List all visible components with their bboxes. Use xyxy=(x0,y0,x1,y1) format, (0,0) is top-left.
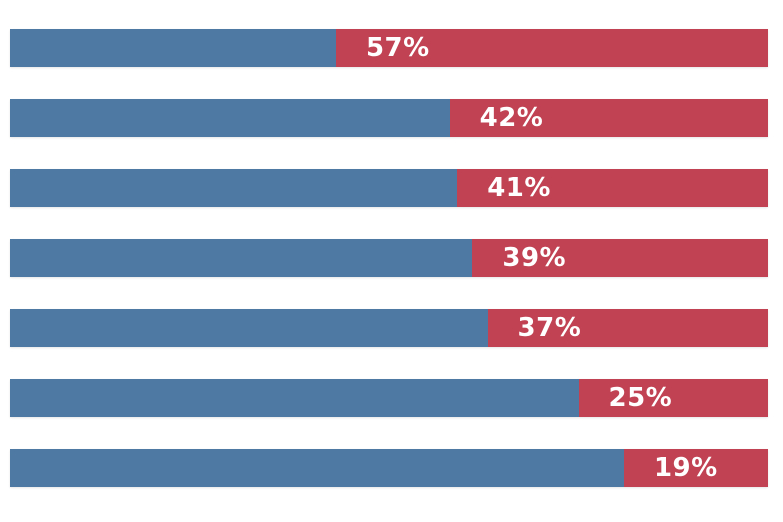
bar-value-label: 25% xyxy=(608,383,673,413)
left-bar-segment xyxy=(10,309,488,347)
bar-row: 39% xyxy=(10,239,768,277)
bar-row: 37% xyxy=(10,309,768,347)
bar-value-label: 42% xyxy=(479,103,544,133)
right-bar-segment: 41% xyxy=(457,169,768,207)
left-bar-segment xyxy=(10,379,579,417)
left-bar-segment xyxy=(10,449,624,487)
bar-value-label: 39% xyxy=(502,243,567,273)
bar-row: 57% xyxy=(10,29,768,67)
bar-row: 25% xyxy=(10,379,768,417)
bar-row: 41% xyxy=(10,169,768,207)
bar-value-label: 57% xyxy=(365,33,430,63)
right-bar-segment: 39% xyxy=(472,239,768,277)
bar-value-label: 41% xyxy=(487,173,551,203)
right-bar-segment: 57% xyxy=(335,29,768,67)
bar-value-label: 19% xyxy=(653,453,718,483)
right-bar-segment: 42% xyxy=(449,99,768,137)
left-bar-segment xyxy=(10,169,458,207)
right-bar-segment: 19% xyxy=(623,449,768,487)
left-bar-segment xyxy=(10,239,473,277)
left-bar-segment xyxy=(10,99,450,137)
bar-row: 19% xyxy=(10,449,768,487)
bar-value-label: 37% xyxy=(517,313,582,343)
right-bar-segment: 25% xyxy=(578,379,768,417)
stacked-bar-chart: 57% 42% 41% 39% 37% 25% 19% xyxy=(10,29,768,487)
bar-row: 42% xyxy=(10,99,768,137)
left-bar-segment xyxy=(10,29,336,67)
right-bar-segment: 37% xyxy=(487,309,768,347)
